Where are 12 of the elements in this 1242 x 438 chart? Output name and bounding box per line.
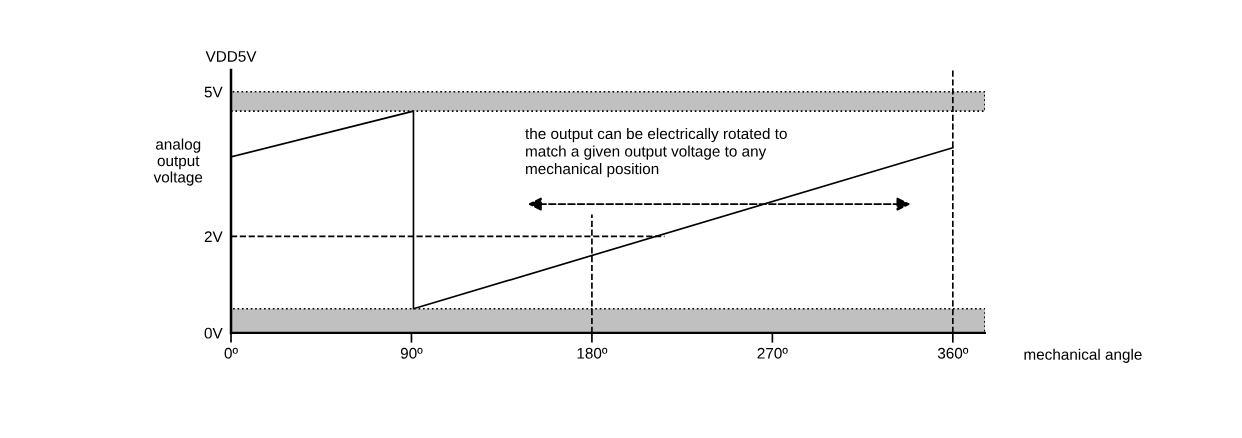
x-tick-label: 180º xyxy=(577,347,608,359)
y-tick-label: 2V xyxy=(204,231,223,242)
y-tick-label: 0V xyxy=(204,327,223,339)
x-tick-label: 360º xyxy=(937,347,969,359)
x-axis-title: mechanical angle xyxy=(1024,348,1142,363)
y-axis-title: analog output voltage xyxy=(153,138,203,186)
text: VDD5V xyxy=(205,51,257,62)
x-tick-label: 90º xyxy=(400,347,423,359)
annotation: the output can be electrically rotated to match a given output voltage to any mechanical position xyxy=(525,127,787,178)
x-tick-label: 0º xyxy=(224,347,238,359)
y-tick-label: 5V xyxy=(204,86,223,98)
x-tick-label: 270º xyxy=(757,347,788,359)
